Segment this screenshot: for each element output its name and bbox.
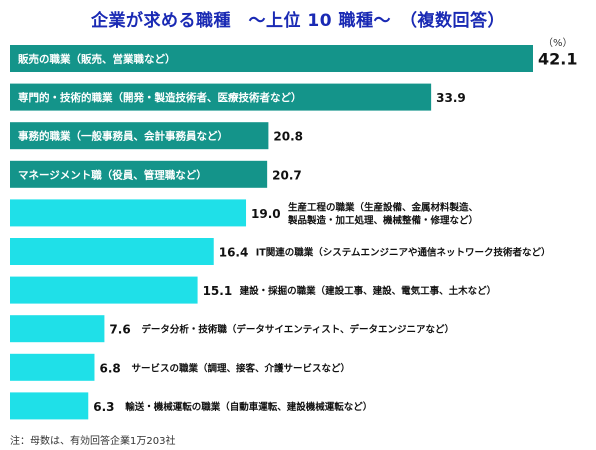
value-label: 7.6 <box>109 323 130 337</box>
value-label: 33.9 <box>436 91 466 105</box>
bar <box>10 45 533 72</box>
value-label: 15.1 <box>203 284 233 298</box>
category-label: 製品製造・加工処理、機械整備・修理など） <box>287 214 478 226</box>
bar-group: 7.6 データ分析・技術職（データサイエンティスト、データエンジニアなど） <box>10 315 454 343</box>
bar <box>10 122 269 150</box>
bar <box>10 353 95 381</box>
bar-group: 42.1 販売の職業（販売、営業職など） <box>10 45 577 72</box>
value-label: 6.3 <box>93 400 114 414</box>
bar <box>10 276 198 304</box>
bar <box>10 83 432 111</box>
unit-label: （%） <box>543 38 573 49</box>
footnote: 注：母数は、有効回答企業1万203社 <box>10 436 176 447</box>
value-label: 20.7 <box>272 168 302 182</box>
bar-chart: 42.1 販売の職業（販売、営業職など） 33.9 専門的・技術的職業（開発・製造技術… <box>10 45 577 420</box>
chart-title: 企業が求める職種 ～上位 10 職種～ （複数回答） <box>91 11 505 31</box>
category-label: 建設・採掘の職業（建設工事、建設、電気工事、土木など） <box>239 285 497 297</box>
bar-group: 15.1 建設・採掘の職業（建設工事、建設、電気工事、土木など） <box>10 276 497 304</box>
bar-group: 6.8 サービスの職業（調理、接客、介護サービスなど） <box>10 353 350 381</box>
category-label: 事務的職業（一般事務員、会計事務員など） <box>18 130 228 143</box>
value-label: 6.8 <box>99 361 120 375</box>
value-label: 42.1 <box>538 50 577 69</box>
value-label: 19.0 <box>251 207 281 221</box>
bar-group: 20.8 事務的職業（一般事務員、会計事務員など） <box>10 122 303 150</box>
bar <box>10 160 268 188</box>
category-label: データ分析・技術職（データサイエンティスト、データエンジニアなど） <box>141 324 454 336</box>
bar <box>10 315 105 343</box>
bar-group: 20.7 マネージメント職（役員、管理職など） <box>10 160 302 188</box>
category-label: 輸送・機械運転の職業（自動車運転、建設機械運転など） <box>125 401 372 413</box>
bar-group: 16.4 IT関連の職業（システムエンジニアや通信ネットワーク技術者など） <box>10 238 550 265</box>
bar <box>10 392 89 420</box>
bar <box>10 238 214 265</box>
bar-group: 19.0 生産工程の職業（生産設備、金属材料製造、製品製造・加工処理、機械整備・修… <box>10 199 478 227</box>
bar-group: 6.3 輸送・機械運転の職業（自動車運転、建設機械運転など） <box>10 392 372 420</box>
bar <box>10 199 247 227</box>
category-label: 専門的・技術的職業（開発・製造技術者、医療技術者など） <box>18 91 302 104</box>
category-label: サービスの職業（調理、接客、介護サービスなど） <box>131 362 350 374</box>
value-label: 16.4 <box>219 246 249 260</box>
category-label: IT関連の職業（システムエンジニアや通信ネットワーク技術者など） <box>256 247 551 259</box>
category-label: 販売の職業（販売、営業職など） <box>18 53 176 66</box>
category-label: 生産工程の職業（生産設備、金属材料製造、 <box>288 201 478 213</box>
value-label: 20.8 <box>273 130 303 144</box>
category-label: マネージメント職（役員、管理職など） <box>18 168 207 181</box>
bar-group: 33.9 専門的・技術的職業（開発・製造技術者、医療技術者など） <box>10 83 466 111</box>
